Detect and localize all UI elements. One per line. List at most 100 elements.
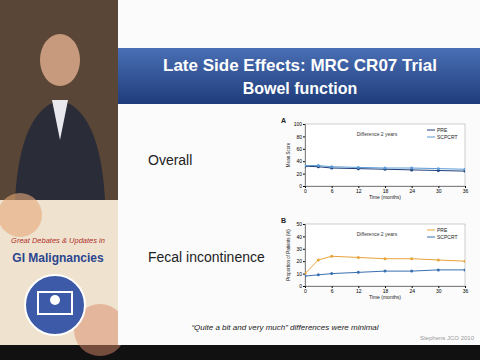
x-tick: 12 xyxy=(356,286,362,294)
y-tick-mark xyxy=(303,274,305,275)
plot-frame xyxy=(305,124,465,186)
x-tick-label: 6 xyxy=(331,288,334,294)
data-point xyxy=(330,272,333,275)
x-tick-label: 30 xyxy=(436,188,442,194)
x-tick-label: 24 xyxy=(409,288,415,294)
y-tick-label: 40 xyxy=(296,234,302,240)
x-tick-label: 30 xyxy=(436,288,442,294)
y-tick: 20 xyxy=(296,258,305,264)
y-tick-label: 10 xyxy=(296,271,302,277)
logo-text: GI Malignancies xyxy=(12,251,104,265)
data-point xyxy=(410,167,413,170)
speaker-head xyxy=(40,34,80,86)
y-tick-mark xyxy=(303,174,305,175)
background xyxy=(0,0,480,360)
y-tick-mark xyxy=(303,249,305,250)
y-tick-mark xyxy=(303,161,305,162)
y-tick: 0 xyxy=(299,183,305,189)
section-label: Overall xyxy=(148,152,192,168)
series-line xyxy=(305,256,465,273)
data-point xyxy=(384,270,387,273)
x-tick-label: 36 xyxy=(463,188,469,194)
data-point xyxy=(384,167,387,170)
x-tick: 36 xyxy=(463,186,469,194)
data-point xyxy=(437,268,440,271)
y-tick-mark xyxy=(303,236,305,237)
y-axis-title: Mean Score xyxy=(286,142,291,167)
x-tick: 0 xyxy=(304,186,307,194)
x-axis: 061218243036 xyxy=(304,186,468,194)
y-tick: 50 xyxy=(296,221,305,227)
slide-subtitle: Bowel function xyxy=(243,80,358,97)
data-point xyxy=(464,168,466,171)
logo-icon xyxy=(50,295,60,305)
x-tick-label: 0 xyxy=(304,288,307,294)
x-tick: 6 xyxy=(331,286,334,294)
legend-swatch xyxy=(427,230,435,231)
slide-frame: Late Side Effects: MRC CR07 Trial Bowel f… xyxy=(0,0,480,360)
plot-area xyxy=(305,124,465,186)
y-tick-mark xyxy=(303,124,305,125)
y-tick-label: 20 xyxy=(296,171,302,177)
data-point xyxy=(464,260,466,263)
legend-swatch xyxy=(427,237,435,238)
slide-title: Late Side Effects: MRC CR07 Trial xyxy=(163,56,437,75)
plot-area xyxy=(305,224,465,286)
y-tick-mark xyxy=(303,261,305,262)
y-tick: 60 xyxy=(296,146,305,152)
plot-marks xyxy=(305,255,465,278)
data-point xyxy=(437,167,440,170)
y-axis: 0 10 20 30 40 50 xyxy=(296,221,305,289)
chart: 061218243036020406080100PRESCPCRTDiffere… xyxy=(281,117,468,200)
logo-icon xyxy=(38,292,72,314)
series-line xyxy=(305,166,465,170)
y-tick: 40 xyxy=(296,158,305,164)
slide xyxy=(118,0,480,345)
data-point xyxy=(305,165,307,168)
x-tick-label: 12 xyxy=(356,188,362,194)
section-label: Fecal incontinence xyxy=(148,249,265,265)
legend: PRESCPCRT xyxy=(427,127,457,140)
speaker-shirt xyxy=(52,100,68,140)
data-point xyxy=(357,256,360,259)
legend-swatch xyxy=(427,130,435,131)
x-tick: 30 xyxy=(436,186,442,194)
data-point xyxy=(305,164,307,167)
y-tick-label: 20 xyxy=(296,258,302,264)
annotation: Difference 2 years xyxy=(357,231,398,237)
data-point xyxy=(317,273,320,276)
x-tick: 30 xyxy=(436,286,442,294)
data-point xyxy=(410,270,413,273)
data-point xyxy=(357,271,360,274)
data-point xyxy=(305,275,307,278)
y-tick: 80 xyxy=(296,134,305,140)
annotation: Difference 2 years xyxy=(357,131,398,137)
chart: 06121824303601020304050PRESCPCRTDifferen… xyxy=(281,217,468,300)
y-tick-label: 30 xyxy=(296,246,302,252)
y-tick-mark xyxy=(303,186,305,187)
legend-label: PRE xyxy=(437,227,448,233)
speaker-area xyxy=(0,0,118,200)
speaker-body xyxy=(15,100,105,200)
y-tick-mark xyxy=(303,286,305,287)
data-point xyxy=(330,165,333,168)
x-tick: 36 xyxy=(463,286,469,294)
y-tick-mark xyxy=(303,136,305,137)
y-tick: 100 xyxy=(294,121,305,127)
plot-marks xyxy=(305,164,465,173)
legend-label: PRE xyxy=(437,127,448,133)
citation: Stephens JCO 2010 xyxy=(420,335,475,341)
x-tick: 18 xyxy=(383,286,389,294)
x-tick-label: 18 xyxy=(383,188,389,194)
y-tick-label: 0 xyxy=(299,283,302,289)
legend-swatch xyxy=(427,137,435,138)
y-tick-label: 100 xyxy=(294,121,303,127)
x-tick-label: 18 xyxy=(383,288,389,294)
data-point xyxy=(410,257,413,260)
y-tick: 40 xyxy=(296,234,305,240)
y-tick-mark xyxy=(303,149,305,150)
data-point xyxy=(437,258,440,261)
x-tick: 18 xyxy=(383,186,389,194)
panel-letter: B xyxy=(281,217,286,224)
data-point xyxy=(464,268,466,271)
